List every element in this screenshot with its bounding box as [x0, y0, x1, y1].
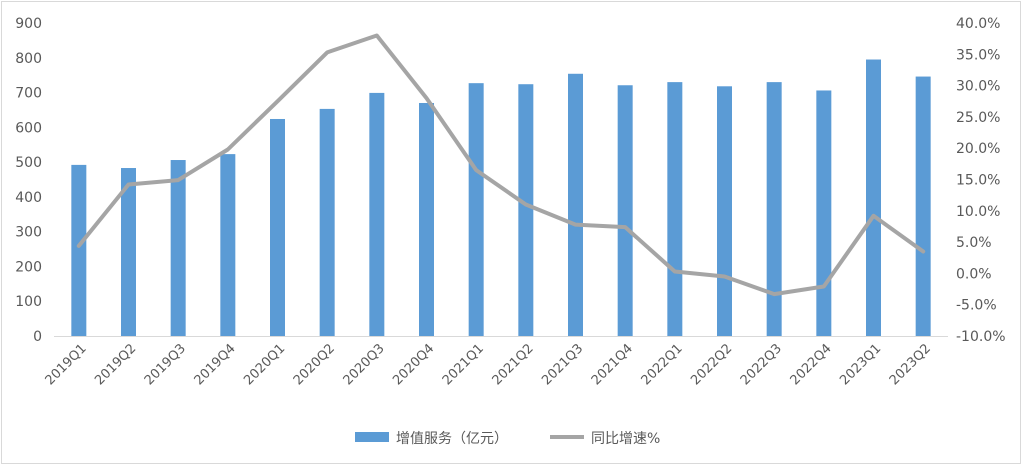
- legend-bar-swatch: [355, 432, 389, 442]
- x-tick-label: 2022Q4: [788, 341, 835, 388]
- x-tick-label: 2019Q2: [92, 341, 139, 388]
- bar: [866, 60, 881, 336]
- bar: [618, 85, 633, 336]
- bar: [220, 154, 235, 336]
- bar: [816, 90, 831, 336]
- x-tick-label: 2019Q4: [192, 341, 239, 388]
- y-right-tick-label: 15.0%: [956, 173, 1000, 189]
- y-left-tick-label: 0: [33, 329, 42, 345]
- x-tick-label: 2021Q2: [490, 341, 537, 388]
- bar: [419, 103, 434, 336]
- x-tick-label: 2022Q3: [738, 341, 785, 388]
- x-tick-label: 2020Q4: [390, 341, 437, 388]
- x-tick-label: 2021Q3: [539, 341, 586, 388]
- y-right-tick-label: 5.0%: [956, 235, 992, 251]
- x-tick-label: 2023Q1: [837, 341, 884, 388]
- y-right-tick-label: 20.0%: [956, 141, 1000, 157]
- bar: [71, 165, 86, 336]
- legend-bar-label: 增值服务（亿元）: [396, 431, 508, 447]
- x-tick-label: 2019Q3: [142, 341, 189, 388]
- x-tick-label: 2022Q1: [639, 341, 686, 388]
- x-tick-label: 2020Q2: [291, 341, 338, 388]
- y-right-tick-label: -5.0%: [956, 298, 997, 314]
- y-right-tick-label: -10.0%: [956, 329, 1006, 345]
- y-right-tick-label: 30.0%: [956, 79, 1000, 95]
- y-left-tick-label: 800: [15, 51, 42, 67]
- bar: [369, 93, 384, 336]
- y-left-tick-label: 300: [15, 225, 42, 241]
- line-series: [79, 35, 924, 294]
- bar: [667, 82, 682, 336]
- y-right-tick-label: 40.0%: [956, 16, 1000, 32]
- legend-line-label: 同比增速%: [591, 431, 660, 447]
- bar: [171, 160, 186, 336]
- y-right-tick-label: 25.0%: [956, 110, 1000, 126]
- bar: [469, 83, 484, 336]
- x-tick-label: 2020Q3: [341, 341, 388, 388]
- y-left-tick-label: 700: [15, 86, 42, 102]
- legend: 增值服务（亿元） 同比增速%: [355, 431, 660, 447]
- y-left-tick-label: 200: [15, 259, 42, 275]
- y-right-tick-label: 10.0%: [956, 204, 1000, 220]
- y-left-tick-label: 900: [15, 16, 42, 32]
- y-axis-right: -10.0% -5.0% 0.0% 5.0% 10.0% 15.0% 20.0% 25.0% 3…: [956, 16, 1006, 345]
- x-tick-label: 2021Q1: [440, 341, 487, 388]
- bar-series: [71, 60, 930, 336]
- y-left-tick-label: 600: [15, 120, 42, 136]
- bar: [320, 109, 335, 336]
- bar: [518, 84, 533, 336]
- x-tick-label: 2023Q2: [887, 341, 934, 388]
- y-right-tick-label: 0.0%: [956, 266, 992, 282]
- growth-line: [79, 36, 923, 295]
- bar: [717, 86, 732, 336]
- bar: [568, 74, 583, 336]
- x-tick-label: 2019Q1: [43, 341, 90, 388]
- x-tick-label: 2022Q2: [688, 341, 735, 388]
- bar: [767, 82, 782, 336]
- x-tick-label: 2021Q4: [589, 341, 636, 388]
- y-left-tick-label: 400: [15, 190, 42, 206]
- y-left-tick-label: 500: [15, 155, 42, 171]
- x-tick-label: 2020Q1: [241, 341, 288, 388]
- y-left-tick-label: 100: [15, 294, 42, 310]
- bar: [270, 119, 285, 336]
- bar: [916, 77, 931, 336]
- y-right-tick-label: 35.0%: [956, 47, 1000, 63]
- y-axis-left: 0 100 200 300 400 500 600 700 800 900: [15, 16, 42, 345]
